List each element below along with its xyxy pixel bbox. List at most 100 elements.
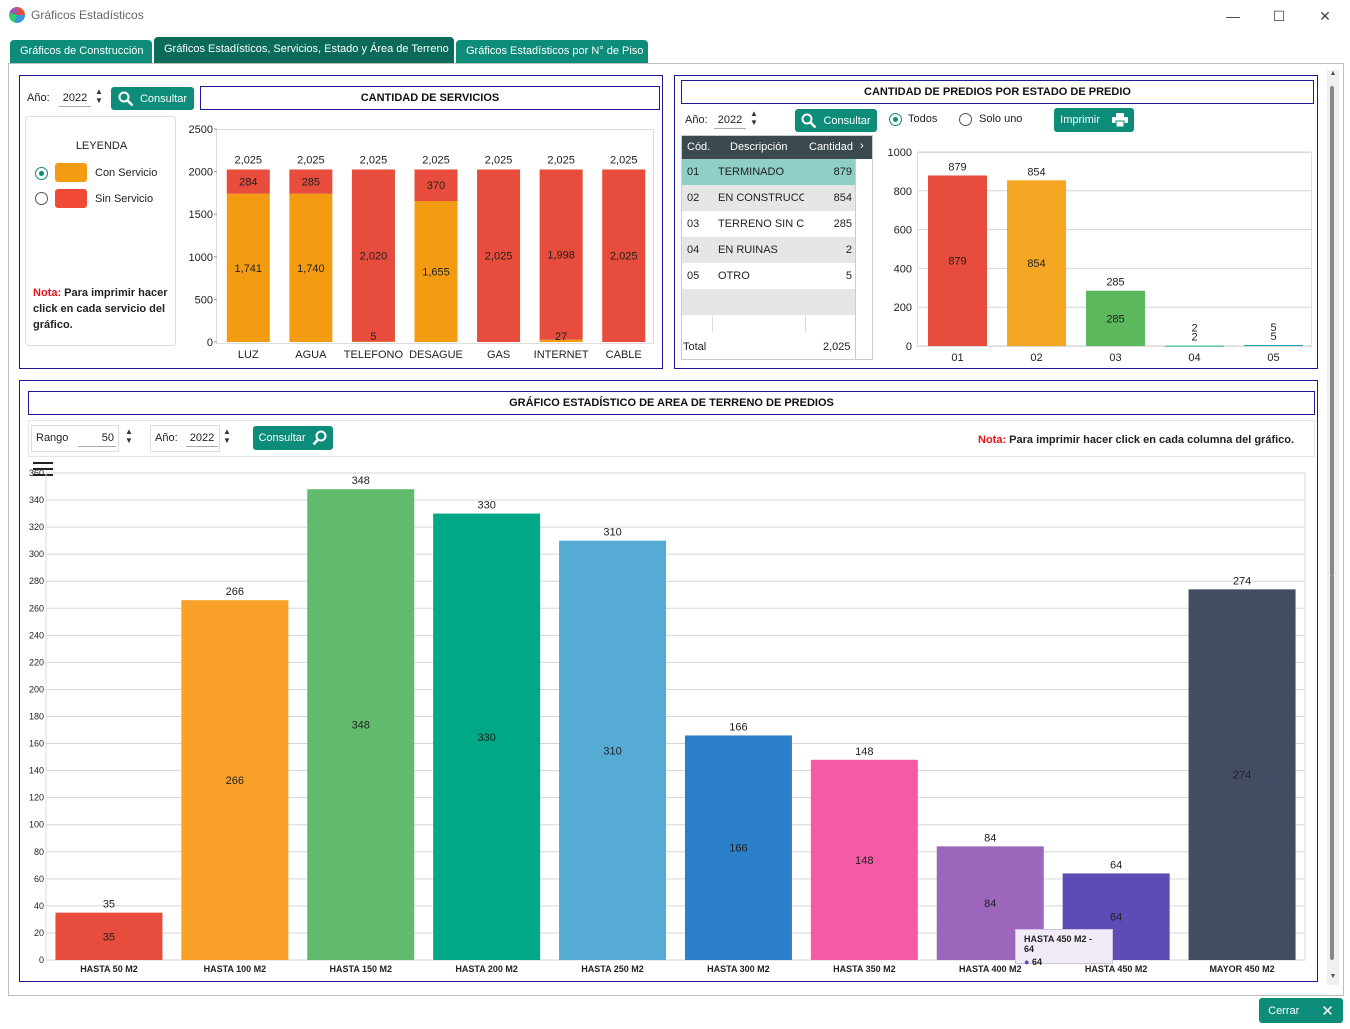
header-cantidad[interactable]: Cantidad [809, 141, 854, 153]
estado-bar[interactable] [1007, 180, 1066, 346]
bar-sin-servicio [351, 169, 395, 342]
search-icon [801, 113, 817, 128]
area-bar[interactable] [433, 513, 541, 960]
estado-bar[interactable] [928, 175, 987, 346]
bar-total-label: 2,025 [422, 154, 450, 166]
scroll-up-icon[interactable]: ▲ [1329, 70, 1337, 77]
bar-con-servicio [539, 339, 583, 342]
bar-value-label: 310 [603, 527, 621, 539]
tab-por-piso[interactable]: Gráficos Estadísticos por N° de Piso [456, 40, 648, 63]
x-tick-label: HASTA 450 M2 [1085, 964, 1148, 974]
legend-label-sin-servicio: Sin Servicio [95, 193, 154, 205]
y-tick-label: 320 [29, 522, 44, 532]
maximize-button[interactable]: ☐ [1272, 8, 1286, 24]
estado-year-spinner[interactable]: ▲ ▼ [750, 109, 758, 127]
area-year-label: Año: [155, 432, 178, 444]
estado-year-input[interactable]: 2022 [714, 111, 746, 129]
tab-servicios-estado-area[interactable]: Gráficos Estadísticos, Servicios, Estado… [154, 37, 454, 63]
scroll-right-icon[interactable]: › [860, 140, 864, 152]
chart-menu-icon[interactable] [33, 461, 55, 477]
y-tick-label: 260 [29, 603, 44, 613]
services-year-input[interactable]: 2022 [59, 89, 91, 107]
area-consult-button[interactable]: Consultar [253, 426, 333, 450]
bar-value-label: 274 [1233, 575, 1251, 587]
bar-value-label: 27 [555, 331, 567, 343]
estado-chart[interactable]: 0 200 400 600 800 1000 879 879 01 854 854 02 285 285 0… [880, 140, 1316, 366]
table-row[interactable]: 05 OTRO 5 [682, 263, 855, 289]
estado-bar[interactable] [1086, 290, 1145, 346]
area-bar[interactable] [559, 540, 667, 960]
tooltip-value-row: ● 64 [1024, 957, 1104, 967]
services-note-text: Para imprimir hacer click en cada servic… [33, 287, 168, 331]
area-year-spinner[interactable]: ▲ ▼ [223, 427, 231, 445]
x-tick-label: 01 [951, 352, 963, 364]
scroll-down-icon[interactable]: ▼ [1329, 973, 1337, 980]
cell-descripcion: TERMINADO [718, 166, 784, 178]
bar-value-label: 330 [477, 500, 495, 512]
tab-construccion[interactable]: Gráficos de Construcción [10, 40, 152, 63]
estado-consult-button[interactable]: Consultar [795, 109, 877, 132]
scroll-thumb[interactable] [1330, 86, 1334, 576]
table-row[interactable]: 02 EN CONSTRUCCIÓN 854 [682, 185, 855, 211]
bar-inner-label: 348 [352, 720, 370, 732]
header-cod[interactable]: Cód. [687, 141, 711, 153]
estado-bar[interactable] [1165, 345, 1224, 347]
area-chart[interactable]: 0 20 40 60 80 100 120 140 160 180 200 220 240 260 280 3… [25, 462, 1320, 980]
radio-todos[interactable] [889, 113, 902, 126]
area-bar[interactable] [1188, 589, 1296, 960]
area-bar[interactable] [307, 489, 415, 960]
legend-radio-con-servicio[interactable] [35, 167, 48, 180]
x-tick-label: HASTA 400 M2 [959, 964, 1022, 974]
bar-value-label: 64 [1110, 859, 1122, 871]
close-button[interactable]: Cerrar ✕ [1259, 998, 1343, 1023]
vertical-scrollbar[interactable]: ▲ ▼ [1327, 70, 1339, 985]
estado-print-button[interactable]: Imprimir [1054, 108, 1134, 132]
area-bar[interactable] [181, 600, 289, 960]
y-tick-label: 0 [906, 341, 912, 353]
bar-total-label: 2,025 [547, 154, 575, 166]
x-tick-label: HASTA 50 M2 [80, 964, 138, 974]
area-year-box [150, 425, 220, 452]
range-input[interactable]: 50 [78, 429, 116, 447]
bar-value-label: 2,025 [485, 251, 513, 263]
radio-todos-label: Todos [908, 113, 938, 125]
area-bar[interactable] [684, 735, 792, 960]
tooltip-title: HASTA 450 M2 - 64 [1024, 934, 1093, 954]
bar-value-label: 1,998 [547, 250, 575, 262]
services-year-spinner[interactable]: ▲ ▼ [95, 87, 103, 105]
area-consult-label: Consultar [258, 432, 306, 444]
services-chart[interactable]: 0 500 1000 1500 2000 2500 1,741 284 2,025 LUZ 1,74… [180, 118, 660, 366]
table-row[interactable]: 01 TERMINADO 879 [682, 159, 855, 185]
scroll-thumb-lower[interactable] [1330, 575, 1334, 960]
bar-total-label: 2,025 [610, 154, 638, 166]
bar-value-label: 2,020 [360, 251, 388, 263]
area-year-input[interactable]: 2022 [186, 429, 218, 447]
table-divider [712, 315, 713, 333]
bar-value-label: 166 [729, 721, 747, 733]
table-row[interactable]: 04 EN RUINAS 2 [682, 237, 855, 263]
x-tick-label: HASTA 200 M2 [455, 964, 518, 974]
bar-inner-label: 84 [984, 898, 996, 910]
area-bar[interactable] [810, 759, 918, 960]
radio-solo-uno[interactable] [959, 113, 972, 126]
services-note-prefix: Nota: [33, 287, 62, 299]
legend-radio-sin-servicio[interactable] [35, 192, 48, 205]
services-consult-button[interactable]: Consultar [111, 87, 194, 110]
area-bar[interactable] [55, 912, 163, 960]
bar-value-label: 148 [855, 746, 873, 758]
table-row[interactable]: 03 TERRENO SIN CO 285 [682, 211, 855, 237]
x-tick-label: AGUA [295, 349, 327, 361]
estado-bar[interactable] [1244, 345, 1303, 347]
x-tick-label: HASTA 100 M2 [204, 964, 267, 974]
header-descripcion[interactable]: Descripción [730, 141, 788, 153]
bar-con-servicio [289, 193, 333, 342]
minimize-button[interactable]: — [1226, 8, 1240, 24]
y-tick-label: 1000 [189, 252, 213, 264]
y-tick-label: 0 [207, 337, 213, 349]
bar-sin-servicio [539, 169, 583, 340]
bar-con-servicio [414, 200, 458, 342]
y-tick-label: 300 [29, 549, 44, 559]
close-window-button[interactable]: ✕ [1319, 8, 1331, 24]
range-spinner[interactable]: ▲ ▼ [125, 427, 133, 445]
y-tick-label: 1500 [189, 209, 213, 221]
